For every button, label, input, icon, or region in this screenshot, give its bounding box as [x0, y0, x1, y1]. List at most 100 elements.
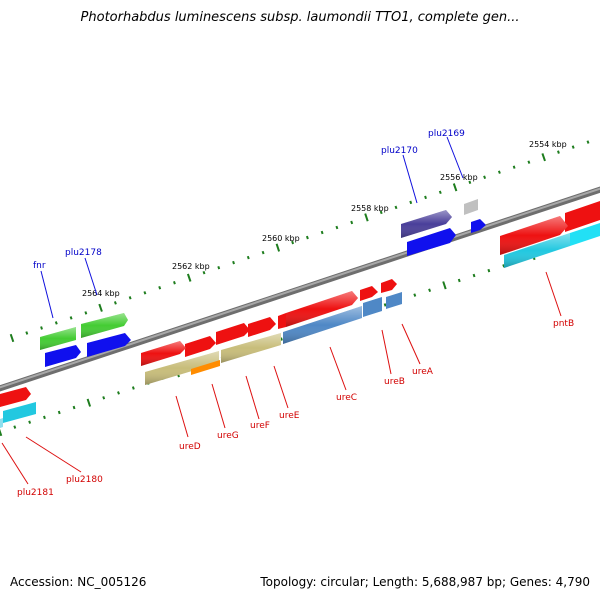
tick-mark	[57, 410, 61, 415]
gene-feature[interactable]	[87, 333, 131, 357]
tick-mark	[261, 250, 265, 255]
gene-label[interactable]: plu2170	[381, 146, 418, 156]
gene-feature[interactable]	[45, 345, 81, 367]
gene-feature[interactable]	[570, 223, 600, 246]
tick-mark	[98, 303, 103, 312]
gene-feature[interactable]	[386, 292, 402, 309]
gene-labels-red: pntB ureA ureB ureC ureE ureF ureG ureD …	[17, 319, 574, 498]
gene-feature[interactable]	[0, 387, 31, 407]
tick-mark	[320, 230, 324, 235]
gene-feature[interactable]	[500, 216, 568, 255]
tick-mark	[383, 303, 387, 307]
gene-feature[interactable]	[81, 313, 128, 338]
gene-feature[interactable]	[216, 323, 250, 345]
gene-feature[interactable]	[145, 351, 219, 385]
tick-mark	[0, 428, 3, 437]
tick-mark	[557, 150, 560, 154]
gene-feature[interactable]	[360, 286, 378, 301]
tick-mark	[424, 195, 427, 200]
gene-label[interactable]: pntB	[553, 319, 574, 329]
tick-mark	[379, 210, 383, 215]
tick-label: 2562 kbp	[172, 262, 210, 271]
gene-feature[interactable]	[141, 341, 186, 366]
tick-mark	[586, 140, 590, 144]
tick-mark	[364, 213, 369, 222]
tick-label: 2564 kbp	[82, 289, 120, 298]
topology-text: Topology: circular; Length: 5,688,987 bp…	[260, 575, 590, 589]
tick-labels: 2554 kbp 2556 kbp 2558 kbp 2560 kbp 2562…	[82, 140, 567, 298]
tick-mark	[571, 145, 575, 149]
tick-mark	[442, 281, 447, 290]
tick-mark	[468, 180, 472, 185]
gene-feature[interactable]	[0, 418, 3, 428]
tick-mark	[43, 415, 46, 420]
gene-feature[interactable]	[381, 279, 397, 293]
tick-mark	[512, 165, 516, 169]
map-title: Photorhabdus luminescens subsp. laumondi…	[80, 10, 520, 25]
tick-label: 2556 kbp	[440, 173, 478, 182]
gene-feature[interactable]	[248, 317, 276, 337]
gene-feature[interactable]	[185, 336, 216, 357]
gene-feature[interactable]	[363, 297, 382, 317]
tick-mark	[275, 243, 281, 252]
gene-label[interactable]: ureG	[217, 431, 239, 441]
gene-label[interactable]: ureE	[279, 411, 300, 421]
gene-feature[interactable]	[504, 233, 570, 268]
tick-mark	[54, 321, 58, 325]
tick-mark	[305, 235, 309, 240]
gene-label[interactable]: fnr	[33, 261, 46, 271]
gene-label[interactable]: plu2178	[65, 248, 102, 258]
gene-feature[interactable]	[464, 199, 478, 215]
tick-mark	[13, 425, 17, 429]
tick-label: 2558 kbp	[351, 204, 389, 213]
gene-label[interactable]: plu2181	[17, 488, 54, 498]
gene-feature[interactable]	[471, 219, 486, 233]
gene-label[interactable]: ureD	[179, 442, 201, 452]
tick-mark	[497, 170, 501, 174]
gene-feature[interactable]	[278, 313, 286, 329]
tick-label: 2554 kbp	[529, 140, 567, 149]
gene-label[interactable]: ureC	[336, 393, 357, 403]
tick-mark	[40, 326, 43, 330]
tick-mark	[186, 273, 192, 282]
gene-feature[interactable]	[565, 201, 600, 232]
tick-mark	[280, 337, 283, 341]
gene-labels-blue: plu2169 plu2170 plu2178 fnr	[33, 129, 465, 271]
gene-label[interactable]: plu2180	[66, 475, 103, 485]
tick-label: 2560 kbp	[262, 234, 300, 243]
tick-mark	[25, 331, 29, 335]
tick-mark	[487, 268, 491, 273]
tick-mark	[143, 291, 147, 295]
tick-mark	[452, 183, 458, 192]
tick-mark	[335, 225, 339, 230]
gene-label[interactable]: ureB	[384, 377, 405, 387]
tick-mark	[9, 333, 15, 343]
tick-mark	[541, 153, 546, 162]
tick-mark	[28, 420, 32, 424]
gene-feature[interactable]	[221, 333, 281, 363]
tick-mark	[86, 398, 92, 407]
gene-label[interactable]: ureF	[250, 421, 270, 431]
leader-lines	[1, 136, 562, 485]
tick-mark	[350, 220, 354, 225]
tick-mark	[291, 240, 295, 245]
gene-feature[interactable]	[283, 306, 362, 344]
gene-feature[interactable]	[401, 210, 452, 238]
gene-feature[interactable]	[40, 327, 76, 350]
tick-mark	[128, 296, 132, 300]
tick-mark	[84, 311, 88, 315]
tick-mark	[472, 273, 476, 278]
tick-mark	[232, 260, 235, 265]
tick-mark	[457, 278, 461, 283]
gene-label[interactable]: ureA	[412, 367, 434, 377]
tick-mark	[117, 391, 120, 395]
tick-mark	[72, 405, 76, 410]
gene-feature[interactable]	[3, 402, 36, 423]
gene-feature[interactable]	[407, 228, 456, 256]
tick-mark	[131, 386, 135, 390]
gene-label[interactable]: plu2169	[428, 129, 465, 139]
gene-feature[interactable]	[191, 360, 220, 375]
gene-feature[interactable]	[286, 291, 358, 327]
